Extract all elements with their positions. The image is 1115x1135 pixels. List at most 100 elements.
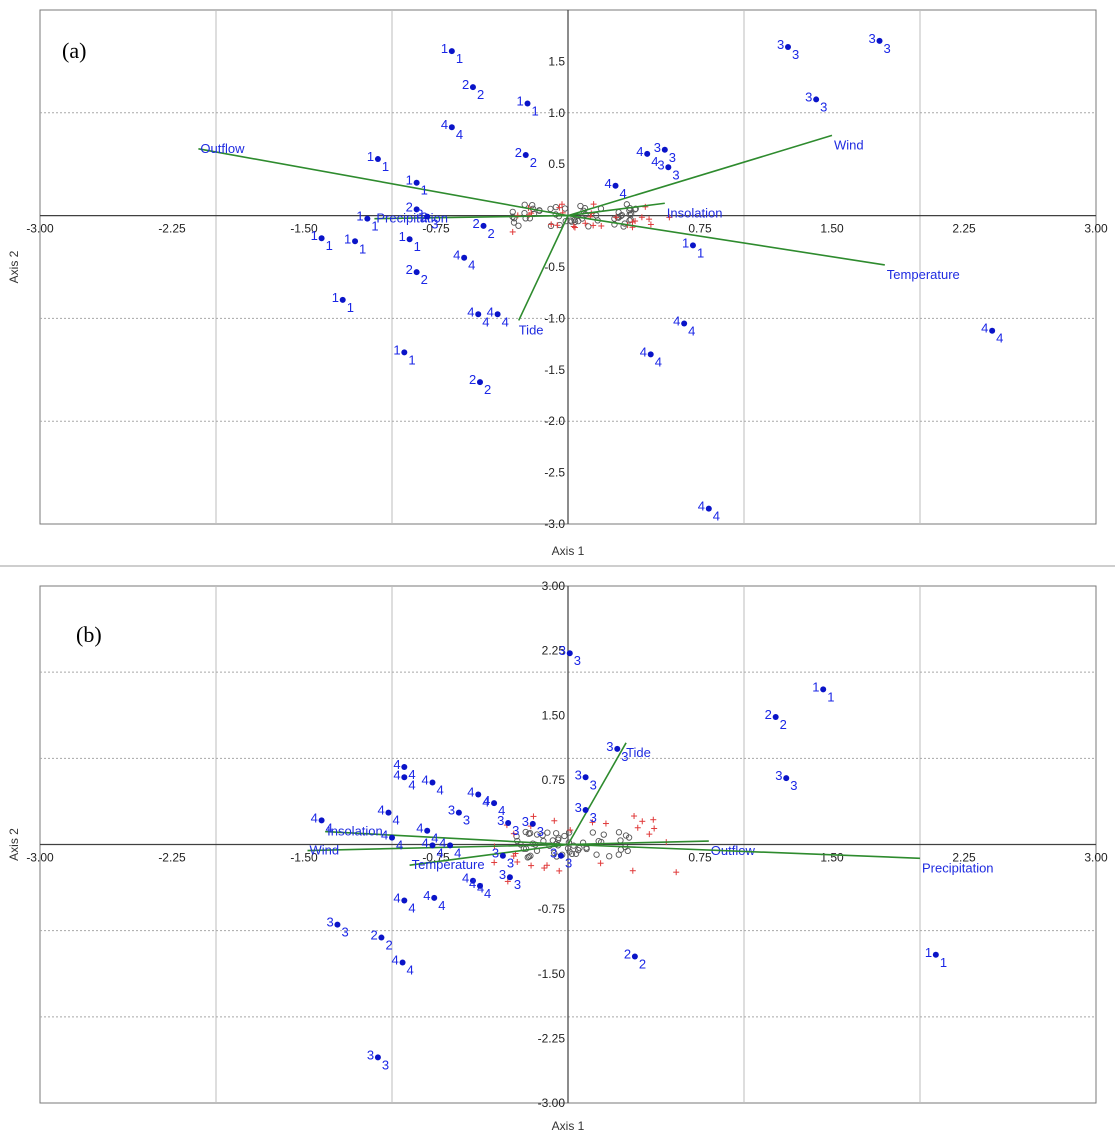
- site-point: [480, 222, 487, 229]
- y-tick-label: -0.75: [538, 902, 566, 916]
- x-tick-label: -1.50: [290, 851, 318, 865]
- site-label: 1: [356, 209, 363, 224]
- site-label: 4: [487, 304, 494, 319]
- sample-circle: [627, 210, 635, 218]
- site-label: 4: [396, 838, 403, 853]
- sample-cross: [629, 219, 636, 226]
- sample-cross: [509, 228, 516, 235]
- site-point: [665, 164, 672, 171]
- site-label: 3: [492, 846, 499, 861]
- site-label: 2: [473, 216, 480, 231]
- site-point: [455, 809, 462, 816]
- vector-precipitation: [374, 214, 569, 220]
- site-label: 4: [453, 248, 460, 263]
- site-point: [647, 351, 654, 358]
- vector-label-wind: Wind: [310, 843, 340, 858]
- site-label: 1: [682, 235, 689, 250]
- site-point: [378, 934, 385, 941]
- site-label: 3: [565, 856, 572, 871]
- sample-cross: [571, 224, 578, 231]
- site-point: [318, 235, 325, 242]
- site-label: 2: [462, 77, 469, 92]
- y-tick-label: 0.75: [542, 773, 566, 787]
- y-tick-label: -3.0: [544, 517, 565, 531]
- site-point: [406, 236, 413, 243]
- site-label: 3: [574, 653, 581, 668]
- site-label: 4: [605, 176, 612, 191]
- sample-circle: [562, 217, 569, 225]
- site-label: 3: [497, 813, 504, 828]
- site-point: [529, 820, 536, 827]
- sample-circle: [515, 222, 522, 229]
- sample-circle: [524, 854, 531, 861]
- site-label: 1: [359, 241, 366, 256]
- site-point: [385, 809, 392, 816]
- sample-circle: [617, 212, 624, 220]
- site-label: 4: [636, 144, 643, 159]
- sample-cross: [673, 869, 680, 876]
- sample-circle: [510, 219, 518, 226]
- sample-circle: [529, 840, 536, 847]
- site-point: [499, 852, 506, 859]
- site-label: 4: [326, 820, 333, 835]
- sample-cross: [582, 220, 589, 227]
- sample-circle: [622, 832, 630, 839]
- sample-circle: [552, 203, 560, 211]
- site-label: 1: [382, 159, 389, 174]
- y-tick-label: -2.5: [544, 466, 565, 480]
- site-label: 4: [392, 953, 399, 968]
- x-tick-label: 1.50: [820, 222, 844, 236]
- sample-cross: [638, 214, 645, 221]
- site-label: 1: [925, 945, 932, 960]
- x-tick-label: -0.75: [422, 222, 450, 236]
- site-label: 3: [606, 739, 613, 754]
- vector-label-temperature: Temperature: [887, 267, 960, 282]
- sample-circle: [511, 215, 518, 222]
- vector-label-precipitation: Precipitation: [376, 211, 448, 226]
- panel-label: (a): [62, 38, 86, 63]
- panel-label: (b): [76, 622, 102, 647]
- vector-label-tide: Tide: [519, 322, 544, 337]
- site-point: [522, 151, 529, 158]
- site-point: [582, 807, 589, 814]
- site-label: 1: [532, 104, 539, 119]
- site-label: 4: [421, 772, 428, 787]
- vector-tide: [517, 215, 569, 321]
- vector-label-insolation: Insolation: [667, 205, 723, 220]
- sample-circle: [583, 845, 590, 853]
- site-point: [491, 800, 498, 807]
- vector-label-temperature: Temperature: [412, 857, 485, 872]
- site-point: [469, 877, 476, 884]
- site-label: 1: [827, 689, 834, 704]
- site-label: 2: [765, 707, 772, 722]
- site-label: 4: [996, 331, 1003, 346]
- x-tick-label: -3.00: [26, 222, 54, 236]
- sample-circle: [555, 834, 562, 842]
- sample-cross: [548, 221, 555, 228]
- site-point: [813, 96, 820, 103]
- sample-circle: [572, 850, 580, 857]
- site-label: 4: [408, 901, 415, 916]
- site-label: 4: [698, 499, 705, 514]
- vector-label-wind: Wind: [834, 137, 864, 152]
- site-label: 1: [408, 352, 415, 367]
- sample-circle: [561, 832, 568, 840]
- site-point: [631, 953, 638, 960]
- site-label: 4: [439, 835, 446, 850]
- y-tick-label: -1.50: [538, 967, 566, 981]
- site-point: [644, 150, 651, 157]
- x-tick-label: 3.00: [1084, 222, 1108, 236]
- sample-cross: [646, 831, 653, 838]
- site-point: [772, 713, 779, 720]
- site-point: [352, 238, 359, 245]
- sample-cross: [598, 222, 605, 229]
- sample-cross: [613, 214, 620, 221]
- vector-tide: [567, 742, 627, 845]
- site-label: 4: [377, 803, 384, 818]
- sample-circle: [611, 215, 618, 222]
- site-point: [448, 48, 455, 55]
- site-label: 1: [456, 51, 463, 66]
- sample-cross: [632, 218, 639, 225]
- site-label: 4: [436, 845, 443, 860]
- sample-circle: [525, 830, 532, 837]
